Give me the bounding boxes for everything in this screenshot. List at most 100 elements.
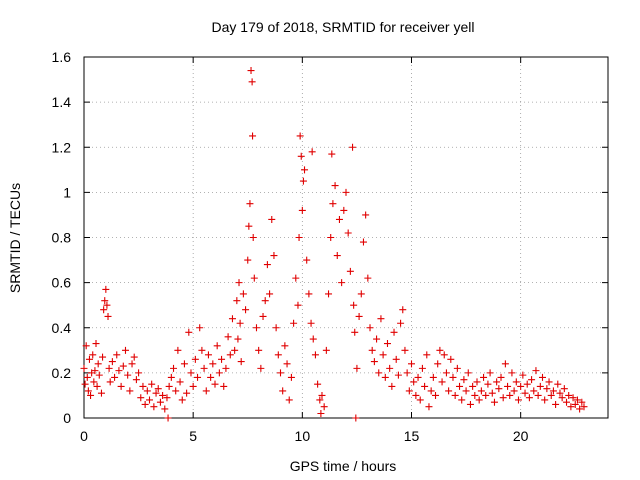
data-point <box>355 312 363 320</box>
data-point <box>299 177 307 185</box>
data-point <box>488 389 496 397</box>
data-point <box>497 373 505 381</box>
data-point <box>563 398 571 406</box>
data-point <box>475 396 483 404</box>
y-tick-label: 1.4 <box>52 94 72 110</box>
data-point <box>351 328 359 336</box>
data-point <box>249 234 257 241</box>
data-point <box>165 382 173 390</box>
data-point <box>499 394 507 402</box>
data-point <box>333 252 341 260</box>
data-point <box>290 319 298 327</box>
data-point <box>569 394 577 402</box>
data-point <box>493 378 501 386</box>
data-point <box>576 405 584 413</box>
data-point <box>429 373 437 381</box>
data-point <box>148 380 156 388</box>
y-tick-label: 0.2 <box>52 365 72 381</box>
data-point <box>82 342 90 350</box>
data-point <box>512 378 520 386</box>
data-point <box>237 358 245 366</box>
data-point <box>183 389 191 397</box>
data-point <box>482 391 490 399</box>
data-point <box>143 387 151 395</box>
data-point <box>359 238 367 246</box>
data-point <box>102 285 110 293</box>
data-point <box>274 351 282 359</box>
data-point <box>418 364 426 372</box>
data-point <box>405 387 413 395</box>
data-point <box>523 380 531 388</box>
data-point <box>303 256 311 264</box>
data-point <box>139 382 147 390</box>
data-point <box>244 256 252 264</box>
data-point <box>484 380 492 388</box>
data-point <box>287 373 295 381</box>
data-point <box>233 297 241 305</box>
data-point <box>159 391 167 399</box>
data-point <box>141 400 149 408</box>
data-point <box>486 369 494 377</box>
y-tick-label: 0.8 <box>52 230 72 246</box>
data-point <box>100 306 108 314</box>
data-point <box>106 378 114 386</box>
data-point <box>440 351 448 359</box>
data-point <box>504 382 512 390</box>
axis-ticks: 0 5 10 15 20 0 0.2 0.4 0.6 0.8 1 1.2 1.4 1.6 <box>52 49 608 444</box>
data-point <box>532 367 540 375</box>
data-point <box>501 360 509 368</box>
data-point <box>383 340 391 348</box>
data-point <box>401 346 409 354</box>
data-point <box>528 376 536 384</box>
data-point <box>279 387 287 395</box>
data-point <box>368 346 376 354</box>
data-point <box>135 369 143 377</box>
data-point <box>379 351 387 359</box>
data-point <box>213 342 221 350</box>
data-point <box>272 324 280 332</box>
data-point <box>132 376 140 384</box>
data-point <box>285 396 293 404</box>
data-point <box>377 315 385 323</box>
data-point <box>447 355 455 363</box>
data-point <box>517 382 525 390</box>
data-point <box>397 319 405 327</box>
x-tick-label: 0 <box>80 428 88 444</box>
data-point <box>370 358 378 366</box>
data-point <box>451 391 459 399</box>
data-point <box>510 387 518 395</box>
data-point <box>200 364 208 372</box>
data-point <box>423 351 431 359</box>
x-axis-label: GPS time / hours <box>290 458 397 474</box>
data-point <box>521 389 529 397</box>
data-point <box>490 398 498 406</box>
data-point <box>146 396 153 404</box>
data-point <box>105 364 113 372</box>
data-point <box>85 355 93 363</box>
data-point <box>464 369 472 377</box>
data-point <box>108 358 116 366</box>
data-point <box>222 364 230 372</box>
data-point <box>277 369 284 377</box>
data-point <box>427 387 435 395</box>
data-point <box>215 369 223 377</box>
data-point <box>442 369 450 377</box>
data-point <box>218 355 226 363</box>
y-axis-label: SRMTID / TECUs <box>7 183 23 293</box>
data-point <box>388 382 396 390</box>
data-point <box>514 396 522 404</box>
data-point <box>294 301 302 309</box>
data-point <box>331 182 339 190</box>
data-point <box>163 394 171 402</box>
data-point <box>364 274 372 282</box>
data-point <box>545 378 553 386</box>
data-point <box>456 382 464 390</box>
data-point <box>346 267 354 275</box>
data-point <box>172 387 180 395</box>
chart-title: Day 179 of 2018, SRMTID for receiver yel… <box>212 19 475 35</box>
y-tick-label: 0.6 <box>52 275 72 291</box>
data-point <box>525 394 533 402</box>
data-point <box>245 222 253 230</box>
grid-lines <box>84 57 608 418</box>
